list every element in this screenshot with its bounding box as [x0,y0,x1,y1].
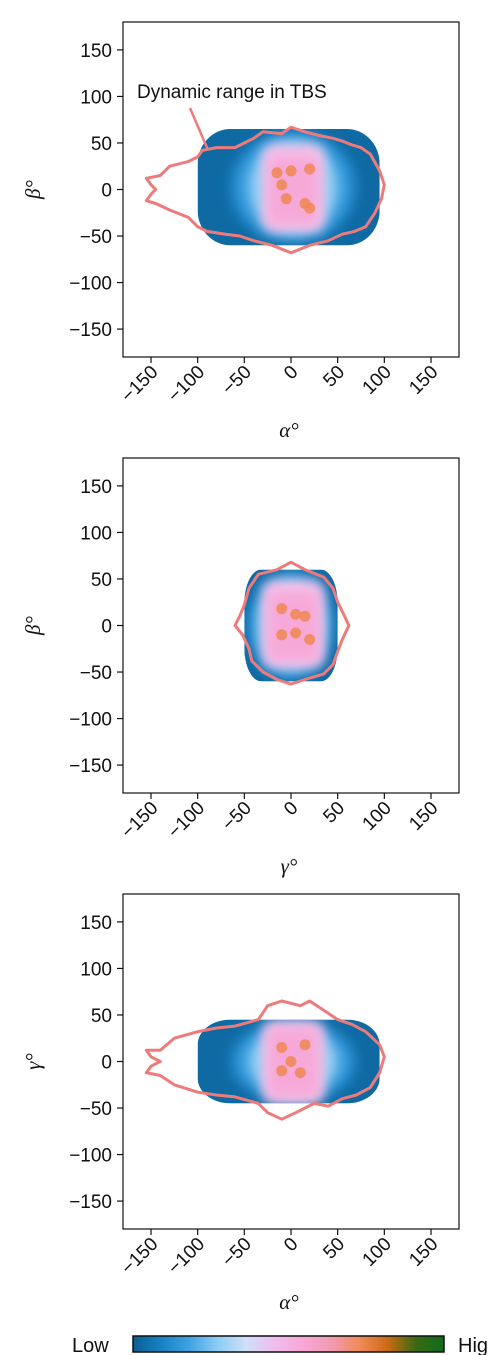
density-peak [276,603,288,615]
x-axis-ticks: −150 −100 −50 0 50 100 150 [117,793,443,843]
y-tick-label: 100 [80,959,112,980]
x-tick-label: 100 [359,798,396,835]
x-tick-label: 0 [280,362,302,384]
x-axis-label: α° [279,1290,299,1314]
x-tick-label: 50 [319,798,349,828]
x-tick-label: 0 [280,798,302,820]
density-heatmap [197,129,380,246]
x-tick-label: −50 [218,362,256,400]
density-peak [276,179,288,191]
y-axis-ticks: 150 100 50 0 −50 −100 −150 [69,477,123,777]
y-tick-label: −100 [69,274,112,295]
x-axis-ticks: −150 −100 −50 0 50 100 150 [117,357,443,407]
colorbar-gradient [132,1335,445,1353]
x-tick-label: 150 [405,798,442,835]
y-tick-label: 0 [101,181,112,202]
density-peak [285,1056,297,1067]
dynamic-range-contour [233,560,351,686]
y-axis-label: γ° [21,1053,45,1070]
x-tick-label: 0 [280,1234,302,1256]
colorbar: Low High [72,1335,488,1355]
density-peak [276,1065,288,1077]
y-tick-label: 0 [101,617,112,638]
x-tick-label: 100 [359,1234,396,1271]
y-tick-label: −150 [69,756,112,777]
y-tick-label: −100 [69,710,112,731]
density-core-inner [267,591,319,661]
density-peak [276,1042,288,1054]
x-tick-label: −100 [164,798,209,843]
dynamic-range-contour [144,125,386,255]
dynamic-range-annotation: Dynamic range in TBS [137,82,327,103]
y-tick-label: −150 [69,1192,112,1213]
x-axis-label: α° [279,418,299,442]
density-heatmap [244,569,338,682]
y-tick-label: 50 [91,134,112,155]
density-peak [280,193,292,205]
y-tick-label: −50 [80,1099,112,1120]
density-peak [290,608,302,620]
y-axis-ticks: 150 100 50 0 −50 −100 −150 [69,913,123,1213]
density-peak [285,165,297,177]
annotation-arrow [188,107,210,151]
y-tick-label: −50 [80,227,112,248]
y-axis-label: β° [21,179,45,199]
y-tick-label: 150 [80,41,112,62]
y-axis-ticks: 150 100 50 0 −50 −100 −150 [69,41,123,341]
colorbar-low-label: Low [72,1335,109,1355]
y-tick-label: 50 [91,1006,112,1027]
x-tick-label: 150 [405,362,442,399]
x-tick-label: −50 [218,798,256,836]
density-peak [294,1067,306,1079]
density-peak [299,1039,311,1051]
density-peak [276,629,288,641]
x-axis-ticks: −150 −100 −50 0 50 100 150 [117,1229,443,1279]
y-axis-label: β° [21,615,45,635]
x-tick-label: 100 [359,362,396,399]
y-tick-label: −50 [80,663,112,684]
y-tick-label: 0 [101,1053,112,1074]
x-tick-label: −100 [164,1234,209,1279]
x-tick-label: −100 [164,362,209,407]
colorbar-high-label: High [458,1335,488,1355]
y-tick-label: 150 [80,913,112,934]
density-peak [290,627,302,639]
density-heatmap [197,1019,380,1104]
x-tick-label: −150 [117,362,162,407]
y-tick-label: −150 [69,320,112,341]
x-axis-label: γ° [281,854,298,878]
dynamic-range-contour [144,999,386,1121]
x-tick-label: −150 [117,798,162,843]
y-tick-label: 100 [80,87,112,108]
y-tick-label: 100 [80,523,112,544]
density-peak [304,163,316,175]
density-peak [271,167,283,179]
y-tick-label: 150 [80,477,112,498]
y-tick-label: 50 [91,570,112,591]
x-tick-label: −150 [117,1234,162,1279]
y-tick-label: −100 [69,1146,112,1167]
density-peak [304,633,316,645]
x-tick-label: 50 [319,1234,349,1264]
x-tick-label: 50 [319,362,349,392]
density-peak [304,202,316,214]
density-peak [299,610,311,622]
x-tick-label: −50 [218,1234,256,1272]
x-tick-label: 150 [405,1234,442,1271]
